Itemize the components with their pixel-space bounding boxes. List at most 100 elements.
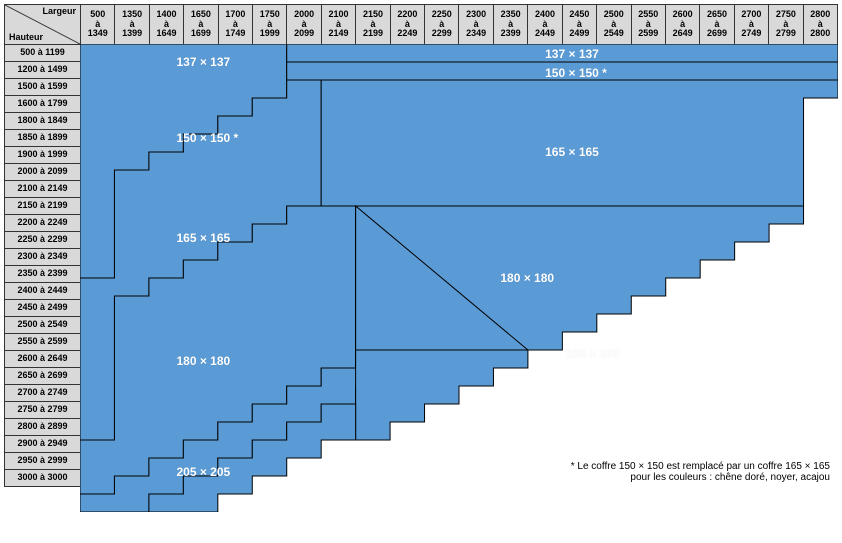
grid-cell — [321, 436, 355, 453]
grid-cell — [218, 419, 252, 436]
grid-cell — [459, 79, 493, 96]
grid-cell — [597, 249, 631, 266]
grid-cell — [218, 45, 252, 62]
grid-cell — [253, 266, 287, 283]
grid-cell — [115, 453, 149, 470]
grid-cell — [321, 385, 355, 402]
grid-cell — [459, 249, 493, 266]
grid-cell — [769, 130, 803, 147]
grid-cell — [81, 130, 115, 147]
grid-cell — [81, 45, 115, 62]
grid-cell — [734, 79, 768, 96]
grid-cell — [184, 351, 218, 368]
grid-cell — [425, 232, 459, 249]
grid-cell — [803, 436, 837, 453]
grid-cell — [700, 283, 734, 300]
grid-cell — [459, 181, 493, 198]
grid-cell — [149, 147, 183, 164]
grid-cell — [287, 181, 321, 198]
col-header: 2250à2299 — [425, 5, 459, 45]
grid-cell — [700, 385, 734, 402]
grid-cell — [356, 147, 390, 164]
grid-cell — [390, 130, 424, 147]
grid-cell — [528, 79, 562, 96]
grid-cell — [769, 147, 803, 164]
row-header: 2400 à 2449 — [5, 283, 81, 300]
grid-cell — [184, 79, 218, 96]
col-header: 2400à2449 — [528, 5, 562, 45]
grid-cell — [425, 436, 459, 453]
grid-cell — [184, 266, 218, 283]
grid-cell — [562, 385, 596, 402]
grid-cell — [356, 130, 390, 147]
grid-cell — [769, 453, 803, 470]
grid-cell — [769, 402, 803, 419]
grid-cell — [81, 147, 115, 164]
grid-cell — [803, 62, 837, 79]
grid-cell — [356, 232, 390, 249]
grid-cell — [115, 164, 149, 181]
grid-cell — [562, 62, 596, 79]
grid-cell — [562, 470, 596, 487]
grid-cell — [459, 198, 493, 215]
grid-cell — [734, 385, 768, 402]
grid-cell — [184, 436, 218, 453]
grid-cell — [562, 453, 596, 470]
grid-cell — [700, 402, 734, 419]
grid-cell — [700, 62, 734, 79]
grid-cell — [287, 232, 321, 249]
grid-cell — [81, 300, 115, 317]
grid-cell — [803, 79, 837, 96]
grid-cell — [528, 470, 562, 487]
grid-cell — [631, 351, 665, 368]
grid-cell — [459, 266, 493, 283]
row-header: 2150 à 2199 — [5, 198, 81, 215]
grid-cell — [287, 436, 321, 453]
grid-cell — [390, 181, 424, 198]
grid-cell — [597, 402, 631, 419]
row-header: 2700 à 2749 — [5, 385, 81, 402]
grid-cell — [493, 436, 527, 453]
grid-cell — [253, 79, 287, 96]
grid-cell — [81, 62, 115, 79]
grid-cell — [700, 249, 734, 266]
grid-cell — [184, 368, 218, 385]
grid-cell — [459, 368, 493, 385]
grid-cell — [115, 96, 149, 113]
grid-cell — [597, 198, 631, 215]
grid-cell — [253, 249, 287, 266]
grid-cell — [665, 385, 699, 402]
grid-cell — [459, 45, 493, 62]
grid-cell — [528, 215, 562, 232]
grid-cell — [493, 62, 527, 79]
grid-cell — [253, 113, 287, 130]
grid-cell — [184, 453, 218, 470]
grid-cell — [81, 419, 115, 436]
grid-cell — [665, 436, 699, 453]
grid-cell — [253, 215, 287, 232]
grid-cell — [356, 385, 390, 402]
grid-cell — [184, 130, 218, 147]
row-header: 1200 à 1499 — [5, 62, 81, 79]
grid-cell — [631, 113, 665, 130]
grid-cell — [597, 96, 631, 113]
row-header: 2200 à 2249 — [5, 215, 81, 232]
grid-cell — [459, 334, 493, 351]
grid-cell — [528, 436, 562, 453]
grid-cell — [115, 317, 149, 334]
grid-cell — [493, 419, 527, 436]
grid-cell — [253, 198, 287, 215]
grid-cell — [149, 419, 183, 436]
grid-cell — [184, 419, 218, 436]
grid-cell — [803, 198, 837, 215]
grid-cell — [356, 215, 390, 232]
grid-cell — [149, 164, 183, 181]
grid-cell — [115, 215, 149, 232]
grid-cell — [734, 453, 768, 470]
grid-cell — [459, 215, 493, 232]
grid-cell — [528, 317, 562, 334]
grid-cell — [115, 62, 149, 79]
grid-cell — [390, 470, 424, 487]
grid-cell — [356, 368, 390, 385]
grid-cell — [459, 436, 493, 453]
